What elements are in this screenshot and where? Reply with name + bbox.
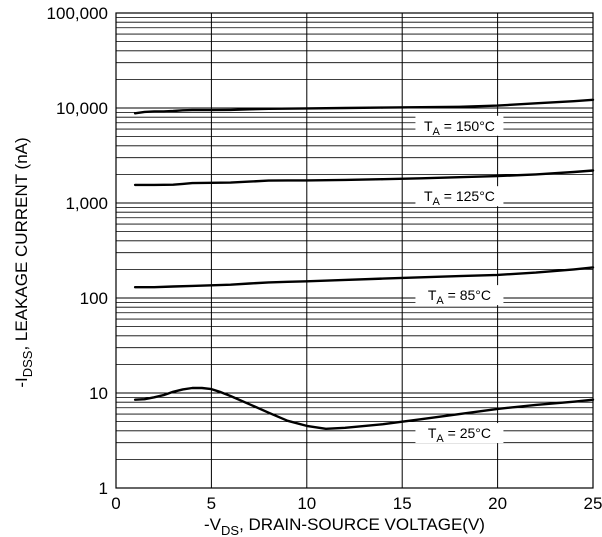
x-tick-label: 25 xyxy=(584,494,602,513)
curve-label-background xyxy=(415,285,504,306)
x-tick-label: 5 xyxy=(207,494,216,513)
y-tick-label: 100 xyxy=(80,289,108,308)
y-tick-label: 10 xyxy=(89,384,108,403)
x-tick-label: 0 xyxy=(111,494,120,513)
y-tick-label: 10,000 xyxy=(56,99,108,118)
series-line-2 xyxy=(133,266,595,289)
series-line-0 xyxy=(133,98,595,115)
plot-frame xyxy=(115,12,594,489)
curve-label-3: TA = 25°C xyxy=(415,423,504,445)
x-tick-label: 20 xyxy=(488,494,507,513)
axis-titles: -VDS, DRAIN-SOURCE VOLTAGE(V) -IDSS, LEA… xyxy=(12,137,485,537)
x-tick-label: 10 xyxy=(297,494,316,513)
series-line-1 xyxy=(133,169,595,187)
y-tick-label: 100,000 xyxy=(47,4,108,23)
x-tick-label: 15 xyxy=(393,494,412,513)
curve-label-2: TA = 85°C xyxy=(415,285,504,307)
curve-label-0: TA = 150°C xyxy=(415,115,504,138)
curves xyxy=(133,98,595,430)
curve-label-background xyxy=(415,423,504,444)
y-tick-label: 1,000 xyxy=(65,194,108,213)
series-line-3 xyxy=(133,386,595,430)
curve-label-text: TA = 150°C xyxy=(424,118,495,138)
y-tick-label: 1 xyxy=(99,479,108,498)
grid xyxy=(116,13,593,489)
curve-label-text: TA = 85°C xyxy=(428,287,491,307)
x-axis-title: -VDS, DRAIN-SOURCE VOLTAGE(V) xyxy=(204,515,485,537)
curve-label-background xyxy=(415,186,504,207)
y-axis-title: -IDSS, LEAKAGE CURRENT (nA) xyxy=(12,137,35,387)
curve-label-background xyxy=(415,115,504,136)
tick-labels: 1 10 100 1,000 10,000 100,000 0 5 10 15 20 25 xyxy=(47,4,602,513)
curve-label-text: TA = 25°C xyxy=(428,425,491,445)
curve-labels: TA = 150°C TA = 125°C TA = 85°C TA = 25°C xyxy=(415,115,504,445)
curve-label-1: TA = 125°C xyxy=(415,186,504,208)
curve-label-text: TA = 125°C xyxy=(424,188,495,208)
